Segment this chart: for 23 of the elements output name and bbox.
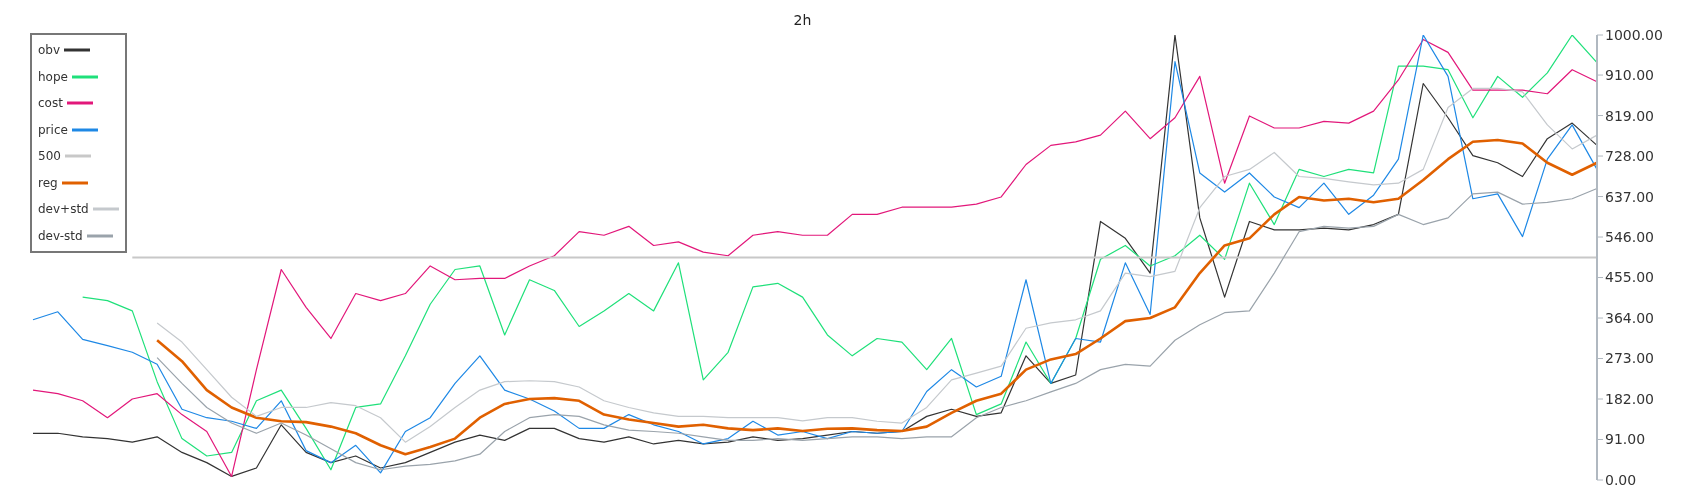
legend-label: dev+std [38, 202, 89, 217]
y-tick-label: 0.00 [1605, 471, 1637, 488]
legend-label: price [38, 122, 68, 137]
y-tick-label: 728.00 [1605, 148, 1654, 165]
y-tick-label: 182.00 [1605, 390, 1654, 407]
y-tick-label: 364.00 [1605, 309, 1654, 326]
legend-label: reg [38, 175, 58, 190]
line-series [156, 187, 1598, 471]
y-tick-label: 546.00 [1605, 229, 1654, 245]
y-tick-label: 819.00 [1605, 107, 1654, 124]
y-tick-label: 91.00 [1605, 431, 1646, 448]
y-tick-label: 455.00 [1605, 269, 1654, 286]
legend-label: hope [38, 69, 68, 84]
y-tick-label: 1000.00 [1605, 26, 1663, 43]
legend-label: cost [38, 96, 63, 111]
y-tick-label: 637.00 [1605, 188, 1654, 205]
line-series [155, 138, 1599, 456]
chart-title: 2h [792, 12, 813, 28]
y-tick-label: 273.00 [1605, 350, 1654, 367]
legend-label: obv [38, 43, 61, 58]
y-tick-label: 910.00 [1605, 67, 1654, 84]
legend-label: dev-std [38, 228, 83, 243]
legend-label: 500 [38, 149, 61, 164]
